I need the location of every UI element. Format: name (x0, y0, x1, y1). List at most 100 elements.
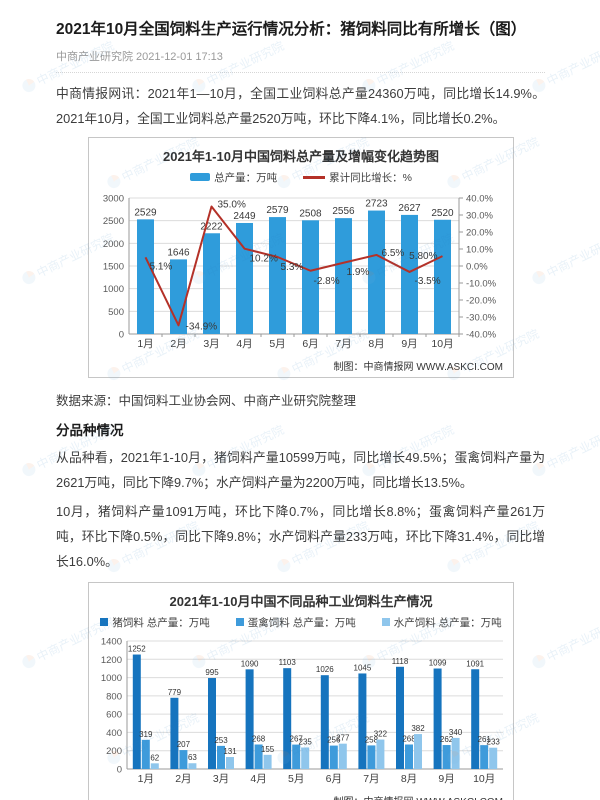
svg-text:400: 400 (106, 728, 122, 739)
svg-text:382: 382 (411, 724, 425, 733)
svg-text:9月: 9月 (401, 338, 417, 350)
legend-label: 猪饲料 总产量：万吨 (112, 616, 210, 629)
svg-text:995: 995 (205, 668, 219, 677)
svg-text:6月: 6月 (302, 338, 318, 350)
svg-text:6月: 6月 (326, 773, 342, 785)
svg-text:40.0%: 40.0% (466, 193, 493, 204)
svg-text:277: 277 (336, 734, 350, 743)
chart1-title: 2021年1-10月中国饲料总产量及增幅变化趋势图 (163, 148, 439, 164)
separator (56, 71, 545, 73)
svg-text:2529: 2529 (134, 207, 157, 218)
svg-text:0: 0 (119, 329, 124, 340)
svg-text:2222: 2222 (200, 221, 223, 232)
svg-text:9月: 9月 (438, 773, 454, 785)
svg-text:3000: 3000 (103, 193, 124, 204)
page-title: 2021年10月全国饲料生产运行情况分析：猪饲料同比有所增长（图） (56, 21, 527, 38)
svg-text:8月: 8月 (368, 338, 384, 350)
svg-text:20.0%: 20.0% (466, 227, 493, 238)
svg-text:6.5%: 6.5% (382, 248, 405, 259)
svg-text:1.9%: 1.9% (347, 267, 370, 278)
chart-by-variety: 2021年1-10月中国不同品种工业饲料生产情况 猪饲料 总产量：万吨 蛋禽饲料 … (88, 581, 514, 800)
svg-text:1118: 1118 (392, 657, 409, 666)
svg-text:155: 155 (261, 745, 275, 754)
svg-text:2627: 2627 (398, 203, 421, 214)
chart1-legend: 总产量：万吨 累计同比增长：% (89, 170, 513, 185)
svg-text:3月: 3月 (213, 773, 229, 785)
paragraph-variety-ytd: 从品种看，2021年1-10月，猪饲料产量10599万吨，同比增长49.5%；蛋… (56, 449, 545, 490)
section-heading: 分品种情况 (56, 422, 124, 438)
svg-text:207: 207 (177, 740, 191, 749)
svg-text:233: 233 (487, 738, 501, 747)
svg-text:8月: 8月 (401, 773, 417, 785)
svg-text:5.80%: 5.80% (409, 251, 437, 262)
svg-text:267: 267 (290, 735, 304, 744)
svg-text:1月: 1月 (138, 773, 154, 785)
svg-text:-10.0%: -10.0% (466, 278, 497, 289)
legend-bar-swatch (235, 618, 244, 627)
svg-text:7月: 7月 (363, 773, 379, 785)
legend-label: 总产量：万吨 (214, 171, 278, 184)
svg-text:262: 262 (440, 735, 454, 744)
svg-text:35.0%: 35.0% (218, 199, 246, 210)
legend-label: 蛋禽饲料 总产量：万吨 (247, 616, 356, 629)
svg-text:2月: 2月 (175, 773, 191, 785)
legend-item: 累计同比增长：% (303, 170, 412, 185)
svg-text:63: 63 (188, 753, 197, 762)
svg-text:800: 800 (106, 691, 122, 702)
svg-text:30.0%: 30.0% (466, 210, 493, 221)
svg-text:-30.0%: -30.0% (466, 312, 497, 323)
svg-text:1月: 1月 (137, 338, 153, 350)
chart2-plot: 0 200 400 600 800 1000 1200 1400 1252 319 62 1月 779 2… (101, 636, 503, 785)
svg-text:1400: 1400 (101, 636, 122, 647)
svg-text:5.1%: 5.1% (150, 261, 173, 272)
legend-bar-swatch (190, 173, 211, 182)
svg-text:2000: 2000 (103, 239, 124, 250)
svg-text:2556: 2556 (332, 206, 355, 217)
svg-text:-2.8%: -2.8% (314, 276, 340, 287)
svg-text:7月: 7月 (335, 338, 351, 350)
svg-text:131: 131 (223, 747, 237, 756)
chart1-credit: 制图：中商情报网 WWW.ASKCI.COM (333, 361, 503, 373)
legend-bar-swatch (100, 618, 109, 627)
chart2-credit: 制图：中商情报网 WWW.ASKCI.COM (89, 793, 513, 800)
svg-text:5.3%: 5.3% (281, 262, 304, 273)
svg-text:261: 261 (478, 735, 492, 744)
svg-text:235: 235 (299, 737, 313, 746)
chart-total-output: 2021年1-10月中国饲料总产量及增幅变化趋势图 总产量：万吨 累计同比增长：%… (88, 136, 514, 378)
paragraph-variety-oct: 10月，猪饲料产量1091万吨，环比下降0.7%，同比增长8.8%；蛋禽饲料产量… (56, 503, 545, 569)
svg-text:600: 600 (106, 710, 122, 721)
svg-text:1091: 1091 (466, 659, 484, 668)
svg-text:1000: 1000 (101, 673, 122, 684)
svg-text:256: 256 (327, 736, 341, 745)
svg-text:4月: 4月 (250, 773, 266, 785)
svg-text:1090: 1090 (241, 659, 259, 668)
legend-line-swatch (303, 176, 326, 179)
svg-text:62: 62 (150, 753, 159, 762)
svg-text:1000: 1000 (103, 284, 124, 295)
svg-text:1099: 1099 (429, 658, 447, 667)
svg-text:-34.9%: -34.9% (186, 321, 218, 332)
svg-text:-40.0%: -40.0% (466, 329, 497, 340)
svg-text:10月: 10月 (431, 338, 453, 350)
svg-text:3月: 3月 (203, 338, 219, 350)
legend-bar-swatch (381, 618, 390, 627)
svg-text:500: 500 (108, 307, 124, 318)
svg-text:268: 268 (252, 734, 266, 743)
legend-item: 总产量：万吨 (190, 170, 277, 185)
svg-text:2579: 2579 (266, 205, 289, 216)
svg-text:-3.5%: -3.5% (415, 276, 441, 287)
svg-text:1103: 1103 (279, 658, 297, 667)
svg-text:779: 779 (168, 688, 182, 697)
byline: 中商产业研究院 2021-12-01 17:13 (56, 50, 223, 63)
chart2-title: 2021年1-10月中国不同品种工业饲料生产情况 (169, 593, 433, 609)
svg-text:0: 0 (117, 764, 122, 775)
legend-label: 水产饲料 总产量：万吨 (393, 616, 502, 629)
svg-text:319: 319 (139, 730, 153, 739)
chart2-legend: 猪饲料 总产量：万吨 蛋禽饲料 总产量：万吨 水产饲料 总产量：万吨 (89, 615, 513, 630)
svg-text:-20.0%: -20.0% (466, 295, 497, 306)
svg-text:322: 322 (374, 729, 388, 738)
legend-label: 累计同比增长：% (329, 171, 412, 184)
svg-text:1026: 1026 (316, 665, 334, 674)
